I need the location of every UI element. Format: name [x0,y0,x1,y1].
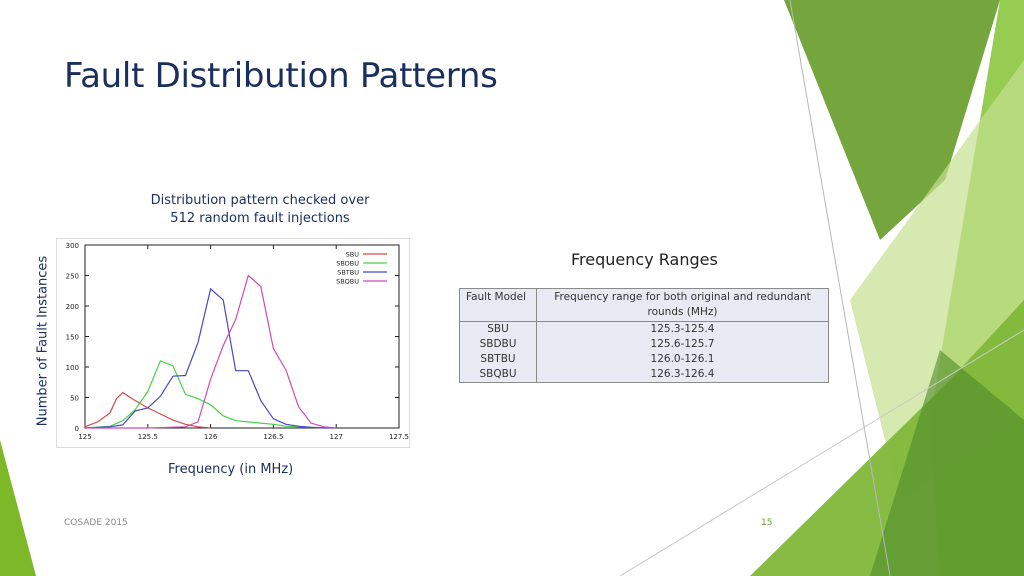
x-tick-label: 126.5 [263,433,283,441]
series-line-sbdbu [84,360,337,429]
x-tick-label: 126 [204,433,218,441]
green-shape-top-right [784,0,1000,240]
table-row: SBTBU 126.0-126.1 [459,352,829,367]
page-title: Fault Distribution Patterns [64,56,498,96]
series-line-sbtbu [84,287,337,429]
ranges-title: Frequency Ranges [571,250,718,269]
y-axis-label: Number of Fault Instances [35,255,51,427]
legend-label-sbtbu: SBTBU [337,269,359,277]
cell-fault-model: SBQBU [459,367,537,383]
x-tick-label: 125.5 [138,433,158,441]
legend-label-sbdbu: SBDBU [336,260,359,268]
chart-caption: Distribution pattern checked over 512 ra… [110,192,410,228]
caption-line-1: Distribution pattern checked over [150,193,370,208]
fault-distribution-chart: 0 50 100 150 200 250 300 125 125.5 126 126.5 127 127… [56,238,410,448]
y-tick-label: 250 [66,273,79,281]
cell-frequency-range: 125.6-125.7 [650,338,715,350]
y-tick-label: 50 [70,395,79,403]
green-shape-bottom-left [0,440,36,576]
legend-label-sbu: SBU [346,251,360,259]
x-tick-label: 125 [78,433,91,441]
y-tick-label: 200 [66,303,79,311]
cell-frequency-range: 125.3-125.4 [650,323,715,335]
cell-fault-model: SBU [459,321,537,337]
green-shape-bottom-dark [870,350,1024,576]
y-tick-label: 150 [66,334,79,342]
x-tick-label: 127.5 [389,433,409,441]
y-tick-label: 100 [66,364,79,372]
chart-svg: 0 50 100 150 200 250 300 125 125.5 126 126.5 127 127… [66,242,409,441]
cell-frequency-range: 126.0-126.1 [650,353,715,365]
frequency-ranges-table: Fault Model Frequency range for both ori… [459,288,829,383]
table-header-row: Fault Model Frequency range for both ori… [459,288,829,322]
x-tick-label: 127 [330,433,343,441]
table-row: SBDBU 125.6-125.7 [459,337,829,352]
footer-conference: COSADE 2015 [64,518,128,528]
y-tick-label: 300 [66,242,79,250]
series-line-sbu [84,391,211,429]
table-row: SBU 125.3-125.4 [459,321,829,337]
cell-fault-model: SBDBU [459,337,537,352]
caption-line-2: 512 random fault injections [170,211,350,226]
thin-line-1 [789,0,891,576]
header-fault-model: Fault Model [459,288,537,322]
y-tick-label: 0 [75,425,79,433]
header-frequency-range: Frequency range for both original and re… [536,288,829,322]
series-line-sbqbu [85,274,337,429]
cell-fault-model: SBTBU [459,352,537,367]
page-number: 15 [761,518,773,528]
x-axis-label: Frequency (in MHz) [168,462,294,477]
table-row: SBQBU 126.3-126.4 [459,367,829,383]
legend-label-sbqbu: SBQBU [336,278,359,286]
thin-line-2 [619,329,1024,576]
cell-frequency-range: 126.3-126.4 [650,368,715,380]
